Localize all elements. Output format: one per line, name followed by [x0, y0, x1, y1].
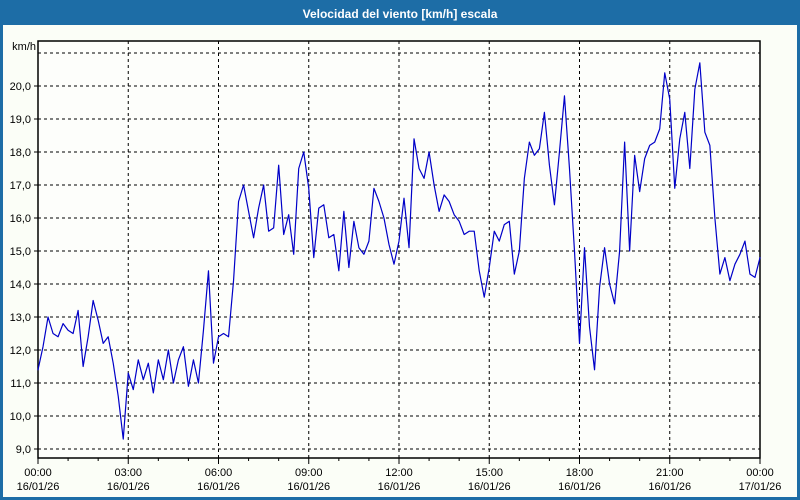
x-tick-date-label: 16/01/26 — [287, 481, 330, 493]
y-tick-label: 12,0 — [10, 345, 31, 357]
x-tick-date-label: 16/01/26 — [107, 481, 150, 493]
x-tick-time-label: 12:00 — [385, 467, 413, 479]
x-tick-time-label: 09:00 — [295, 467, 323, 479]
x-tick-time-label: 21:00 — [656, 467, 684, 479]
x-tick-time-label: 18:00 — [566, 467, 594, 479]
chart-title: Velocidad del viento [km/h] escala — [302, 7, 498, 21]
x-tick-date-label: 16/01/26 — [378, 481, 421, 493]
x-tick-date-label: 16/01/26 — [197, 481, 240, 493]
x-tick-time-label: 00:00 — [24, 467, 52, 479]
y-tick-label: 20,0 — [10, 81, 31, 93]
x-tick-date-label: 17/01/26 — [739, 481, 782, 493]
title-bar: Velocidad del viento [km/h] escala — [3, 3, 797, 25]
y-tick-label: 18,0 — [10, 147, 31, 159]
x-tick-time-label: 03:00 — [114, 467, 142, 479]
y-tick-label: 9,0 — [16, 444, 31, 456]
wind-speed-chart: 20,0 19,0 18,0 17,0 16,0 15,0 14,0 13,0 12,0 11,0… — [10, 40, 782, 493]
y-tick-label: 10,0 — [10, 411, 31, 423]
y-tick-label: 11,0 — [10, 378, 31, 390]
y-tick-label: 15,0 — [10, 246, 31, 258]
x-tick-time-label: 00:00 — [746, 467, 774, 479]
y-tick-label: 14,0 — [10, 279, 31, 291]
y-tick-label: 19,0 — [10, 114, 31, 126]
x-tick-date-label: 16/01/26 — [558, 481, 601, 493]
y-axis-unit-label: km/h — [12, 41, 36, 53]
x-tick-time-label: 15:00 — [475, 467, 503, 479]
x-tick-date-label: 16/01/26 — [17, 481, 60, 493]
y-tick-label: 16,0 — [10, 213, 31, 225]
x-tick-date-label: 16/01/26 — [468, 481, 511, 493]
plot-background — [38, 41, 760, 458]
y-tick-label: 13,0 — [10, 312, 31, 324]
x-tick-time-label: 06:00 — [205, 467, 233, 479]
wind-speed-line — [37, 62, 761, 440]
chart-area: 20,0 19,0 18,0 17,0 16,0 15,0 14,0 13,0 12,0 11,0… — [3, 25, 797, 497]
y-tick-label: 17,0 — [10, 180, 31, 192]
x-tick-date-label: 16/01/26 — [648, 481, 691, 493]
